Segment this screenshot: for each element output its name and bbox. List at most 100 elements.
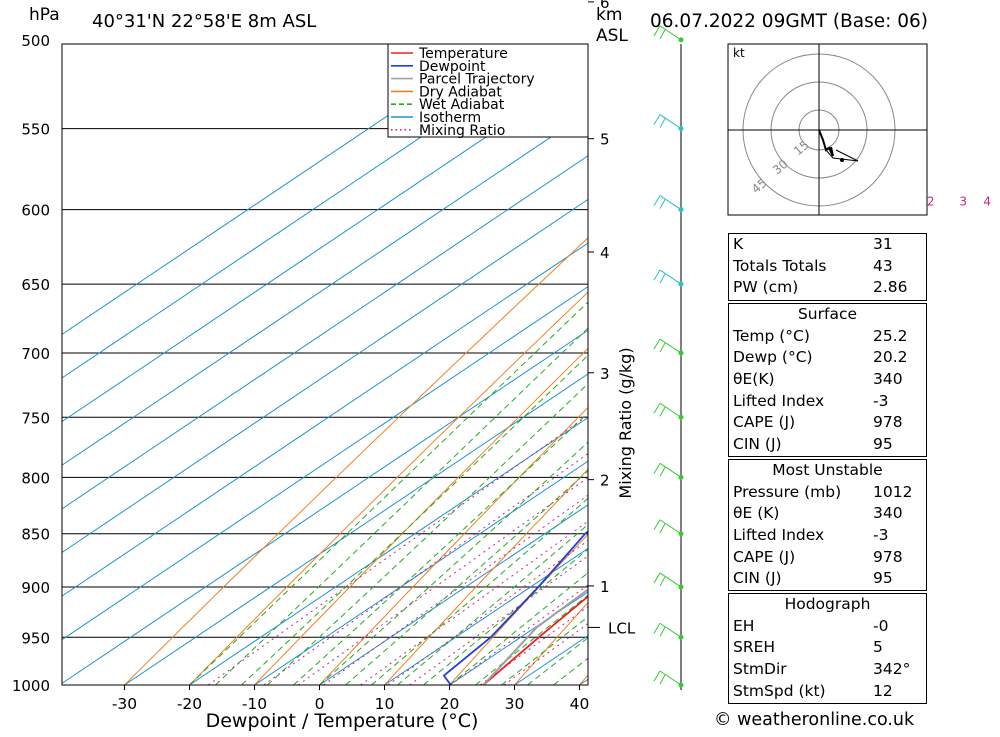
height-tick-label: 1 xyxy=(600,578,610,596)
x-tick-label: -30 xyxy=(112,695,137,713)
panel-row-value: 340 xyxy=(873,369,903,391)
x-axis-title: Dewpoint / Temperature (°C) xyxy=(206,710,479,732)
pressure-tick-label: 600 xyxy=(21,202,50,220)
panel-row-label: StmDir xyxy=(733,659,787,681)
wind-level-dot xyxy=(679,584,684,589)
pressure-tick-label: 500 xyxy=(21,32,50,50)
wind-barb-flag xyxy=(660,577,665,586)
panel-row-label: Totals Totals xyxy=(733,256,826,278)
panel-row-value: 25.2 xyxy=(873,326,908,348)
panel-row-value: 342° xyxy=(873,659,910,681)
copyright: © weatheronline.co.uk xyxy=(714,710,914,730)
panel-row-label: StmSpd (kt) xyxy=(733,681,826,703)
panel-row: θE(K) 340 xyxy=(729,369,926,391)
wind-level-dot xyxy=(679,351,684,356)
panel-row: Lifted Index -3 xyxy=(729,525,926,547)
panel-row: Temp (°C) 25.2 xyxy=(729,326,926,348)
wind-barb-flag xyxy=(654,339,660,349)
panel-row-value: 12 xyxy=(873,681,893,703)
wind-barb-flag xyxy=(654,403,660,413)
panel-row-label: θE (K) xyxy=(733,503,779,525)
pressure-tick-label: 900 xyxy=(21,579,50,597)
hodograph-storm-dot xyxy=(840,158,844,162)
panel-row: CAPE (J) 978 xyxy=(729,547,926,569)
panel-row-label: Lifted Index xyxy=(733,391,824,413)
panel-row-value: 978 xyxy=(873,547,903,569)
panel-row-value: -0 xyxy=(873,616,888,638)
panel-title: Surface xyxy=(729,304,926,326)
wind-barb-flag xyxy=(660,200,665,209)
pressure-tick-label: 850 xyxy=(21,526,50,544)
panel-row: θE (K)340 xyxy=(729,503,926,525)
panel-row: CIN (J) 95 xyxy=(729,568,926,590)
hodograph-unit: kt xyxy=(733,46,745,60)
wind-barb-flag xyxy=(660,407,665,416)
panel-row-label: Temp (°C) xyxy=(733,326,810,348)
wind-barb-flag xyxy=(660,467,665,476)
pressure-tick-label: 950 xyxy=(21,629,50,647)
plot-frame xyxy=(62,44,588,685)
mixing-ratio-axis-title: Mixing Ratio (g/kg) xyxy=(616,347,635,498)
pressure-tick-label: 750 xyxy=(21,409,50,427)
pressure-tick-label: 550 xyxy=(21,121,50,139)
x-tick-label: 40 xyxy=(570,695,590,713)
location-title: 40°31'N 22°58'E 8m ASL xyxy=(92,11,316,32)
panel-row: Dewp (°C) 20.2 xyxy=(729,347,926,369)
wind-barb-flag xyxy=(660,343,665,352)
height-tick-label: 2 xyxy=(600,472,610,490)
panel-row-value: 5 xyxy=(873,637,883,659)
pressure-tick-label: 700 xyxy=(21,345,50,363)
panel-title: Hodograph xyxy=(729,594,926,616)
wind-level-dot xyxy=(679,683,684,688)
panel-row-label: Dewp (°C) xyxy=(733,347,813,369)
panel-row-value: -3 xyxy=(873,391,888,413)
panel-row-value: 95 xyxy=(873,568,893,590)
wind-barb-flag xyxy=(654,520,660,530)
wind-level-dot xyxy=(679,531,684,536)
panel-row-label: CIN (J) xyxy=(733,568,782,590)
datetime-title: 06.07.2022 09GMT (Base: 06) xyxy=(650,11,928,32)
mixing-ratio-label: 4 xyxy=(983,195,991,209)
panel-row-value: 1012 xyxy=(873,482,912,504)
panel-row-label: Lifted Index xyxy=(733,525,824,547)
panel-row-label: CAPE (J) xyxy=(733,547,795,569)
pressure-tick-label: 800 xyxy=(21,469,50,487)
wind-barb-flag xyxy=(660,274,665,283)
wind-level-dot xyxy=(679,207,684,212)
wind-barb-flag xyxy=(654,463,660,473)
panel-row: PW (cm)2.86 xyxy=(729,277,926,299)
height-unit-label: km xyxy=(596,5,622,25)
wind-level-dot xyxy=(679,475,684,480)
wind-level-dot xyxy=(679,37,684,42)
panel-title: Most Unstable xyxy=(729,460,926,482)
lcl-label: LCL xyxy=(608,619,636,637)
panel-row-label: θE(K) xyxy=(733,369,775,391)
panel-row-label: EH xyxy=(733,616,754,638)
wind-barb-flag xyxy=(654,270,660,280)
panel-row-label: Pressure (mb) xyxy=(733,482,841,504)
wind-level-dot xyxy=(679,282,684,287)
wind-barb-flag xyxy=(660,524,665,533)
panel-row-value: 978 xyxy=(873,412,903,434)
panel-row: Pressure (mb) 1012 xyxy=(729,482,926,504)
height-tick-label: 3 xyxy=(600,365,610,383)
wind-barb-flag xyxy=(660,119,665,128)
x-tick-label: -20 xyxy=(177,695,202,713)
panel-row-value: -3 xyxy=(873,525,888,547)
height-tick-label: 5 xyxy=(600,131,610,149)
panel-row-label: CAPE (J) xyxy=(733,412,795,434)
panel-row-label: PW (cm) xyxy=(733,277,798,299)
wind-barb-flag xyxy=(660,627,665,636)
panel-row-value: 20.2 xyxy=(873,347,908,369)
panel-row: StmDir 342° xyxy=(729,659,926,681)
legend-item: Mixing Ratio xyxy=(419,123,505,139)
mixing-ratio-label: 2 xyxy=(927,195,935,209)
